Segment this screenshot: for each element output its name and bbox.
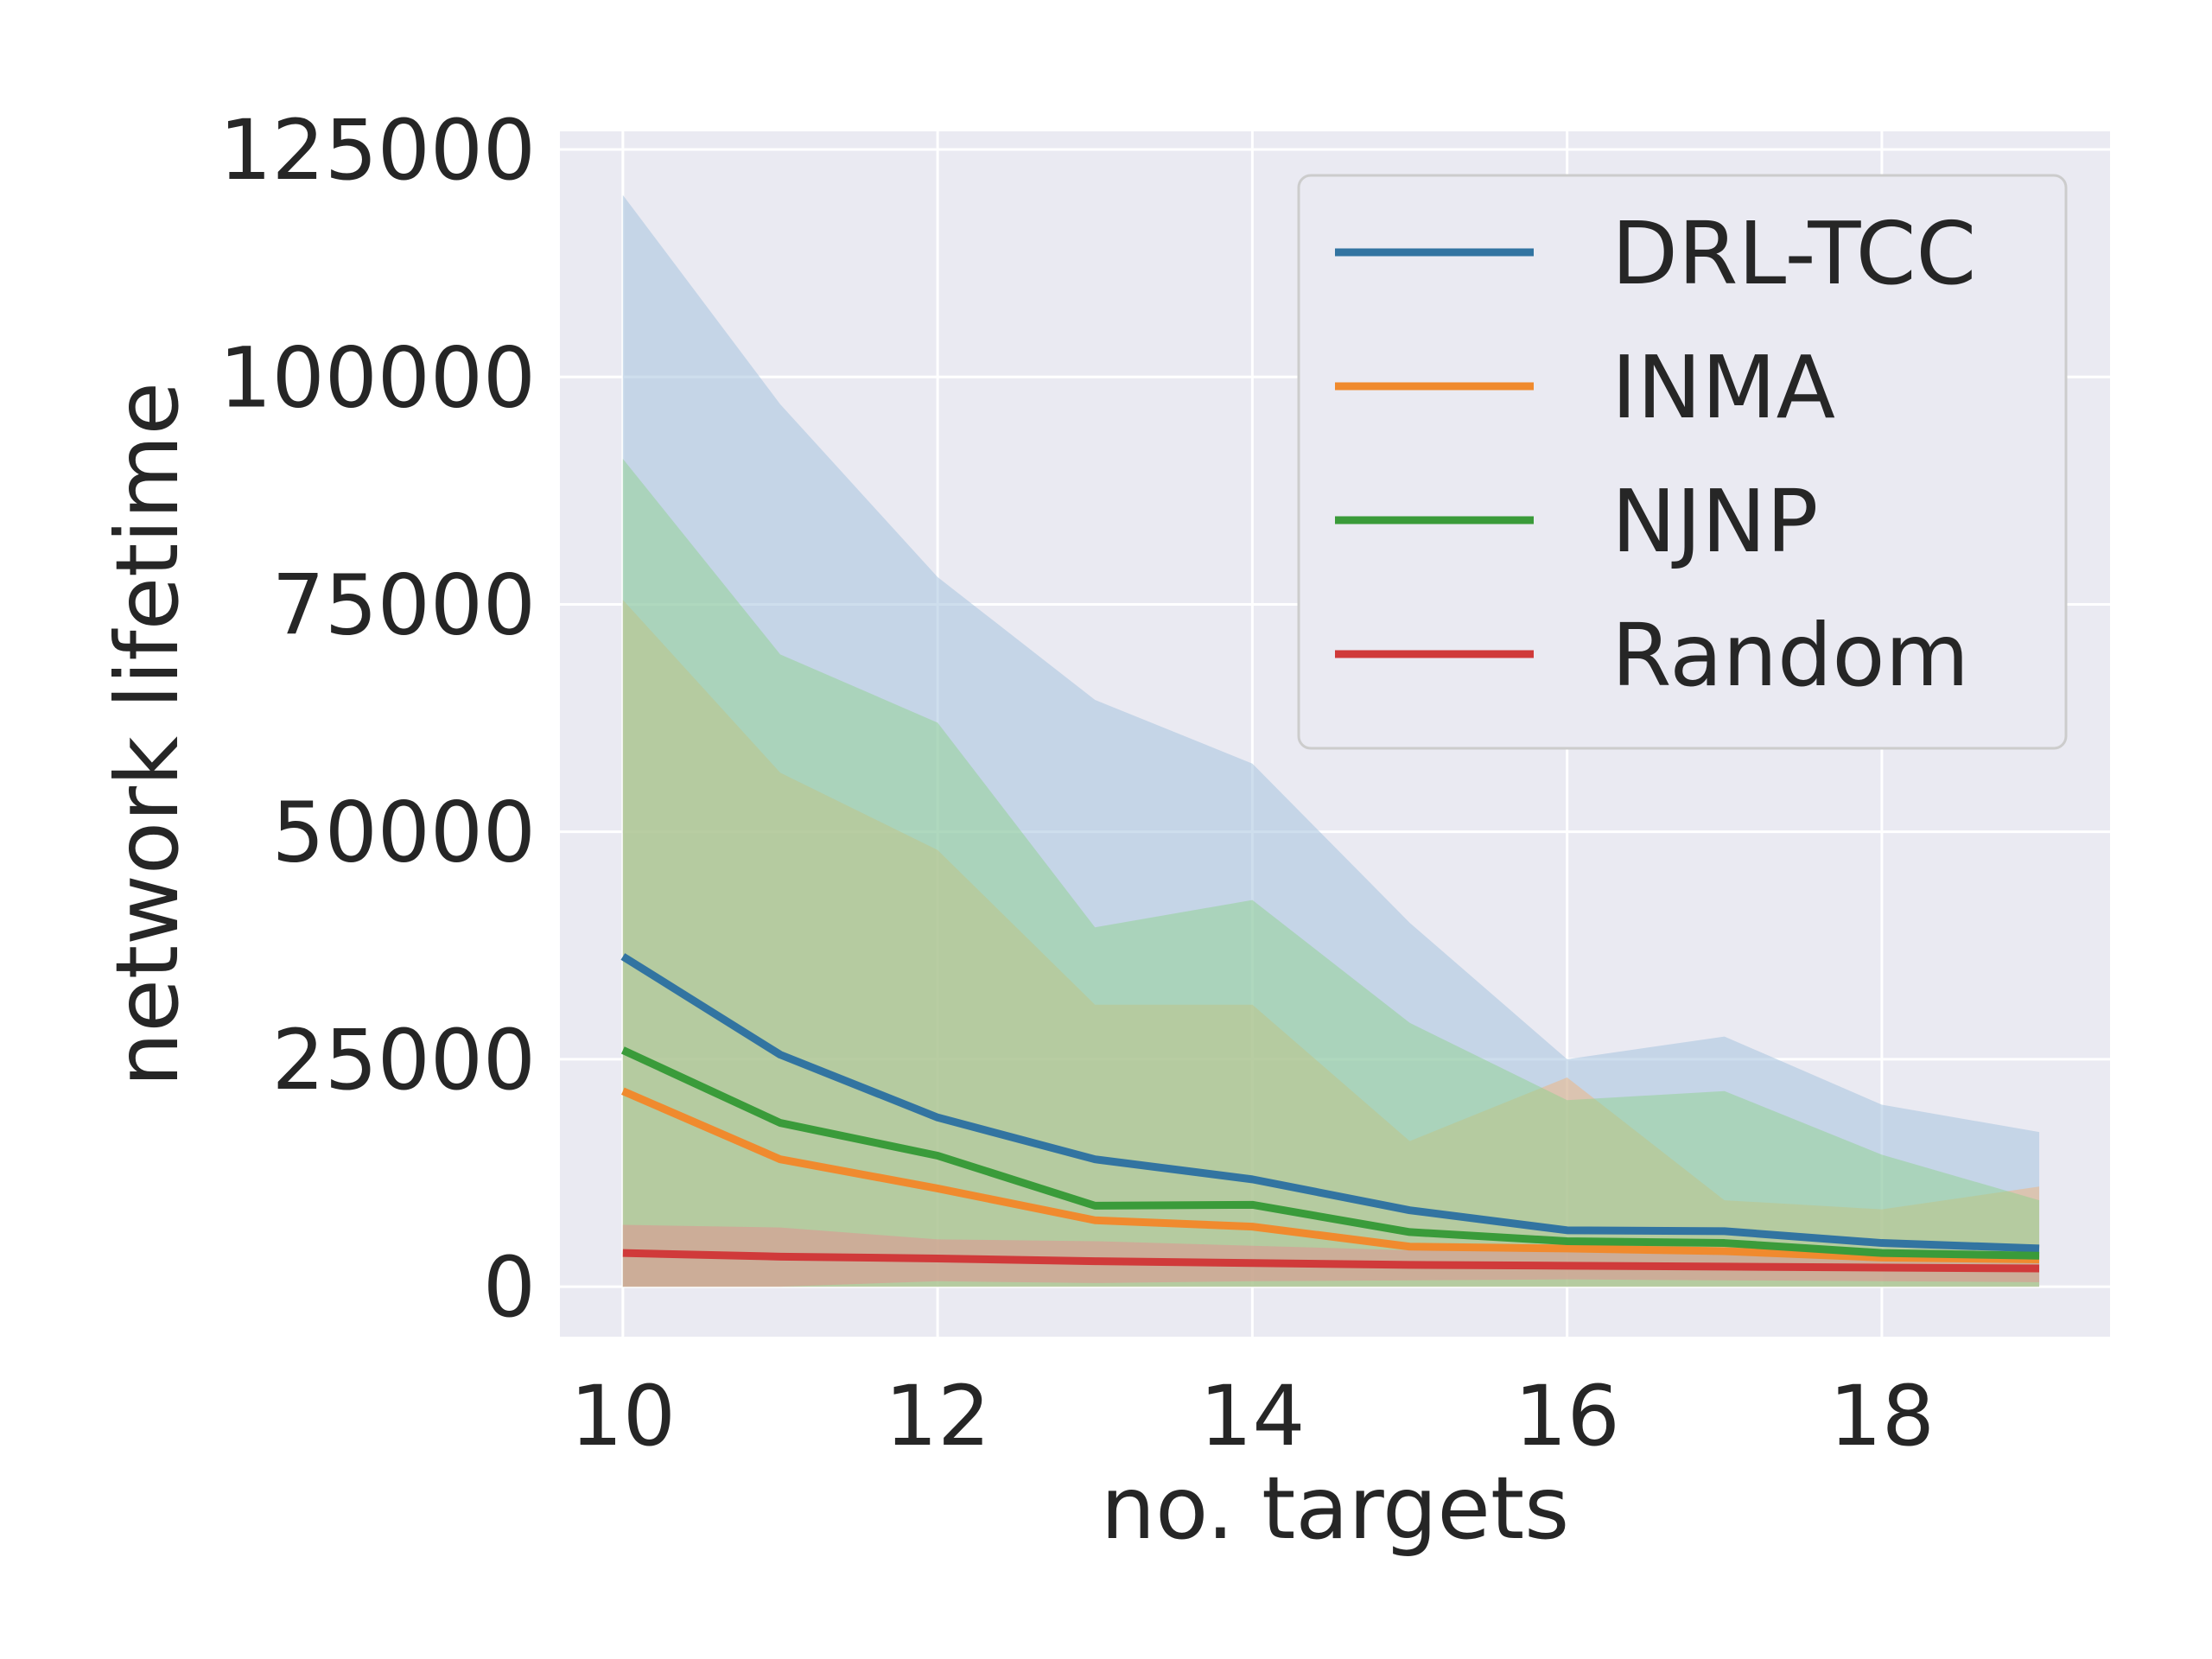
legend-label: NJNP xyxy=(1611,471,1818,572)
legend-box xyxy=(1297,174,2068,750)
series-lines xyxy=(620,953,2040,1273)
y-tick-label: 50000 xyxy=(272,785,536,881)
legend: DRL-TCC INMA NJNP Random xyxy=(1297,174,2068,750)
legend-label: INMA xyxy=(1611,337,1835,438)
y-tick-label: 125000 xyxy=(219,102,536,199)
x-tick-label: 14 xyxy=(1199,1368,1305,1465)
band-njnp xyxy=(622,459,2040,1287)
band-random xyxy=(622,1224,2040,1287)
legend-label: Random xyxy=(1611,605,1969,706)
x-tick-label: 16 xyxy=(1515,1368,1620,1465)
y-tick-label: 100000 xyxy=(219,329,536,426)
x-tick-labels: 10 12 14 16 18 xyxy=(570,1368,1935,1465)
x-axis-label: no. targets xyxy=(1101,1458,1570,1559)
line-inma xyxy=(621,1087,2040,1264)
legend-label: DRL-TCC xyxy=(1611,203,1976,304)
y-tick-label: 25000 xyxy=(272,1012,536,1109)
y-axis-label: network lifetime xyxy=(97,382,198,1087)
x-tick-label: 12 xyxy=(885,1368,990,1465)
line-njnp xyxy=(620,1046,2040,1260)
line-drl-tcc xyxy=(620,953,2040,1253)
x-tick-label: 18 xyxy=(1829,1368,1935,1465)
x-tick-label: 10 xyxy=(570,1368,676,1465)
y-tick-label: 0 xyxy=(483,1239,536,1336)
line-random xyxy=(622,1249,2040,1273)
y-tick-label: 75000 xyxy=(272,556,536,653)
confidence-bands xyxy=(622,194,2040,1287)
y-tick-labels: 0 25000 50000 75000 100000 125000 xyxy=(219,102,536,1336)
